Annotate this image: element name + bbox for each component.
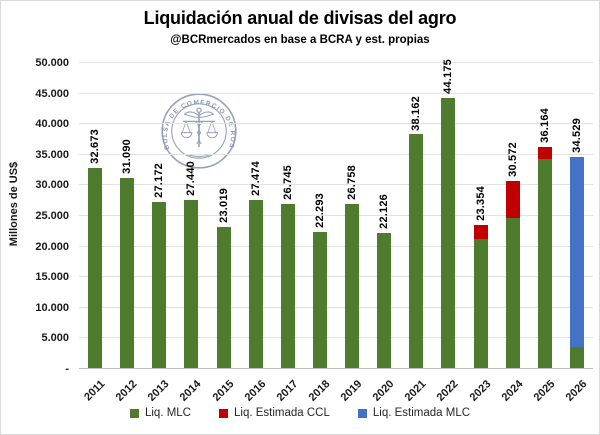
bar-value-label: 27.172 <box>153 162 166 198</box>
bar-value-label: 22.126 <box>378 193 391 229</box>
bar-group-2018: 22.293 <box>304 63 336 368</box>
legend-swatch-icon <box>357 408 367 418</box>
bar-group-2025: 36.164 <box>529 63 561 368</box>
bar-value-label: 27.474 <box>249 161 262 196</box>
bar-group-2015: 23.019 <box>208 63 240 368</box>
y-axis-title: Millones de US$ <box>8 161 20 247</box>
gridline <box>79 306 593 308</box>
bar-segment <box>152 201 167 368</box>
legend-label: Liq. MLC <box>144 407 191 419</box>
bar-segment <box>345 204 360 368</box>
bar-segment <box>409 134 424 368</box>
bolsa-comercio-rosario-logo-icon: BOLSA DE COMERCIO DE ROSARIO <box>151 87 237 169</box>
bar-value-label: 22.293 <box>313 192 326 228</box>
gridline <box>79 337 593 339</box>
gridline <box>79 123 593 125</box>
legend: Liq. MLC Liq. Estimada CCL Liq. Estimada M… <box>1 407 599 419</box>
bar-segment <box>473 239 488 368</box>
bar-value-label: 38.162 <box>410 95 423 131</box>
bar-value-label: 23.019 <box>217 188 230 224</box>
legend-item: Liq. Estimada CCL <box>219 407 330 419</box>
gridline <box>79 215 593 216</box>
bar-segment <box>505 180 520 219</box>
bars-container: 32.673 31.090 27.172 27.440 23.019 27.474 26.7… <box>79 59 593 368</box>
bar-group-2013: 27.172 <box>143 63 175 368</box>
y-tick-label: 15.000 <box>35 271 69 284</box>
plot-area: 32.673 31.090 27.172 27.440 23.019 27.474 26.7… <box>35 57 593 375</box>
legend-item: Liq. MLC <box>129 407 191 419</box>
bar-segment <box>505 218 520 368</box>
bar-group-2024: 30.572 <box>497 63 529 368</box>
bar-group-2026: 34.529 <box>561 63 593 368</box>
bar-value-label: 23.354 <box>474 186 487 222</box>
bar-group-2014: 27.440 <box>175 63 207 368</box>
bar-group-2016: 27.474 <box>240 63 272 368</box>
bar-value-label: 36.164 <box>538 107 551 143</box>
bar-segment <box>248 199 263 368</box>
gridline <box>79 62 593 63</box>
gridline <box>79 245 593 247</box>
y-tick-label: 45.000 <box>35 87 69 100</box>
bar-value-label: 32.673 <box>89 129 102 165</box>
chart-title: Liquidación anual de divisas del agro <box>143 8 457 28</box>
bar-segment <box>473 225 488 240</box>
gridline <box>79 153 593 155</box>
bar-group-2019: 26.758 <box>336 63 368 368</box>
bar-segment <box>184 200 199 368</box>
gridline <box>79 276 593 278</box>
legend-swatch-icon <box>219 408 228 418</box>
legend-item: Liq. Estimada MLC <box>357 407 471 419</box>
legend-swatch-icon <box>129 408 139 418</box>
bar-segment <box>537 159 552 368</box>
y-tick-label: 25.000 <box>35 210 69 222</box>
y-tick-label: - <box>65 363 69 375</box>
bar-group-2023: 23.354 <box>465 63 497 368</box>
gridline <box>79 92 593 94</box>
x-axis-labels: 2011 2012 2013 2014 2015 2016 2017 2018 2019 2020… <box>79 369 593 409</box>
y-tick-label: 50.000 <box>35 57 69 69</box>
bar-segment <box>441 97 456 368</box>
bar-group-2017: 26.745 <box>272 63 304 368</box>
bar-value-label: 34.529 <box>570 117 583 153</box>
y-tick-label: 40.000 <box>35 118 69 131</box>
bar-segment <box>312 231 327 368</box>
bar-segment <box>537 146 552 160</box>
bar-segment <box>377 232 392 368</box>
bar-segment <box>569 346 584 368</box>
bar-group-2012: 31.090 <box>111 63 143 368</box>
bar-value-label: 30.572 <box>506 142 519 177</box>
bar-segment <box>569 156 584 347</box>
chart-subtitle: @BCRmercados en base a BCRA y est. propi… <box>170 34 430 46</box>
bar-segment <box>280 204 295 368</box>
bar-value-label: 26.758 <box>346 165 359 201</box>
bar-segment <box>120 177 135 368</box>
y-tick-label: 10.000 <box>35 301 69 314</box>
y-tick-label: 20.000 <box>35 240 69 253</box>
y-tick-label: 35.000 <box>35 148 69 161</box>
bar-group-2021: 38.162 <box>400 63 432 368</box>
gridline <box>79 184 593 186</box>
bar-value-label: 44.175 <box>442 58 455 94</box>
bar-group-2022: 44.175 <box>432 59 464 368</box>
legend-label: Liq. Estimada MLC <box>372 407 471 419</box>
bar-segment <box>216 227 231 368</box>
bar-value-label: 26.745 <box>281 165 294 201</box>
bar-value-label: 31.090 <box>121 138 134 174</box>
legend-label: Liq. Estimada CCL <box>234 407 330 419</box>
bar-group-2011: 32.673 <box>79 63 111 368</box>
y-tick-label: 30.000 <box>35 179 69 192</box>
bar-segment <box>88 168 103 368</box>
y-tick-label: 5.000 <box>41 332 69 345</box>
bar-value-label: 27.440 <box>185 161 198 197</box>
bar-group-2020: 22.126 <box>368 63 400 368</box>
